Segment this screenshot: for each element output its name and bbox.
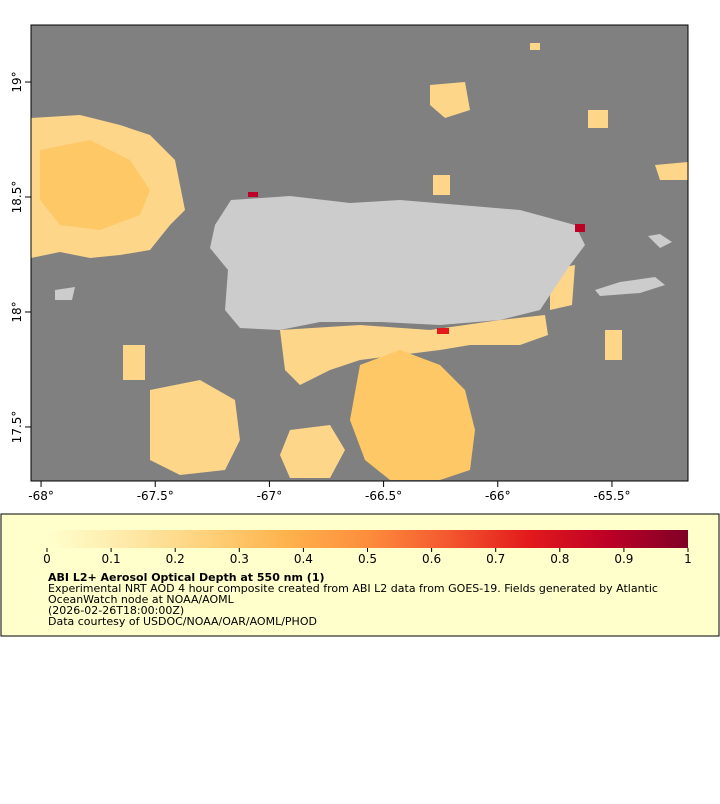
legend-description: OceanWatch node at NOAA/AOML xyxy=(48,593,235,606)
colorbar-tick-label: 1 xyxy=(684,552,692,566)
y-tick-label: 18.5° xyxy=(10,181,24,214)
colorbar-tick-label: 0.5 xyxy=(358,552,377,566)
legend-title: ABI L2+ Aerosol Optical Depth at 550 nm … xyxy=(48,571,325,584)
colorbar-tick-label: 0.1 xyxy=(102,552,121,566)
y-tick-label: 18° xyxy=(10,301,24,322)
x-tick-label: -66.5° xyxy=(365,489,402,503)
colorbar-tick-label: 0.6 xyxy=(422,552,441,566)
land xyxy=(55,196,672,330)
legend-description: (2026-02-26T18:00:00Z) xyxy=(48,604,184,617)
y-tick-label: 19° xyxy=(10,71,24,92)
high-aod-pixels xyxy=(248,192,585,334)
colorbar-tick-label: 0 xyxy=(43,552,51,566)
colorbar xyxy=(47,530,688,548)
colorbar-tick-label: 0.9 xyxy=(614,552,633,566)
x-tick-label: -65.5° xyxy=(593,489,630,503)
colorbar-tick-label: 0.2 xyxy=(166,552,185,566)
map-frame xyxy=(30,24,689,482)
colorbar-tick-label: 0.8 xyxy=(550,552,569,566)
x-tick-label: -66° xyxy=(485,489,511,503)
aerosol-field xyxy=(31,43,688,480)
x-tick-label: -68° xyxy=(28,489,54,503)
x-tick-label: -67° xyxy=(257,489,283,503)
colorbar-tick-label: 0.7 xyxy=(486,552,505,566)
x-tick-label: -67.5° xyxy=(137,489,174,503)
legend-description: Experimental NRT AOD 4 hour composite cr… xyxy=(48,582,658,595)
colorbar-tick-label: 0.4 xyxy=(294,552,313,566)
y-tick-label: 17.5° xyxy=(10,411,24,444)
legend-description: Data courtesy of USDOC/NOAA/OAR/AOML/PHO… xyxy=(48,615,317,628)
colorbar-tick-label: 0.3 xyxy=(230,552,249,566)
